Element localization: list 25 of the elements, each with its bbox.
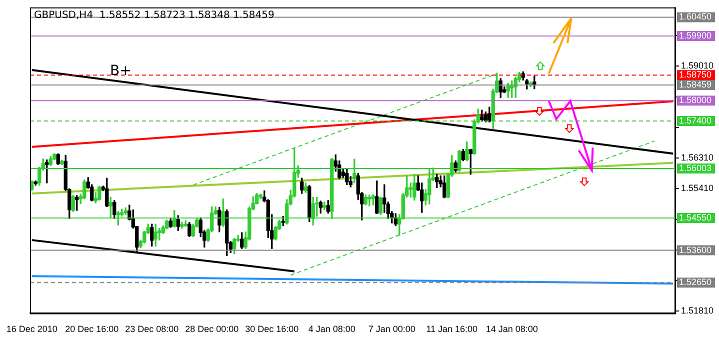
ref-line-label: 1.57400 xyxy=(679,115,712,126)
chart-title: GBPUSD,H4 1.58552 1.58723 1.58348 1.58459 xyxy=(34,10,274,21)
ref-line-label: 1.53600 xyxy=(679,244,712,255)
x-tick-label: 20 Dec 16:00 xyxy=(65,324,119,334)
ref-line-label: 1.58750 xyxy=(679,70,712,80)
ref-line-label: 1.58000 xyxy=(679,95,712,106)
x-tick-label: 28 Dec 00:00 xyxy=(185,324,239,334)
ref-line-label: 1.60450 xyxy=(679,12,712,22)
ref-line-label: 1.54550 xyxy=(679,212,712,222)
x-tick-label: 16 Dec 2010 xyxy=(6,324,58,334)
x-tick-label: 30 Dec 16:00 xyxy=(245,324,299,334)
x-tick-label: 4 Jan 08:00 xyxy=(308,324,356,334)
x-tick-label: 11 Jan 16:00 xyxy=(426,324,478,334)
annotation: B+ xyxy=(110,63,132,80)
x-tick-label: 14 Jan 08:00 xyxy=(486,324,538,334)
ref-line-label: 1.59900 xyxy=(679,30,712,40)
ref-line-label: 1.58459 xyxy=(679,79,712,90)
y-tick-label: 1.55410 xyxy=(681,183,714,194)
x-tick-label: 23 Dec 08:00 xyxy=(125,324,179,334)
y-tick-label: 1.56310 xyxy=(681,152,714,163)
x-tick-label: 7 Jan 00:00 xyxy=(368,324,416,334)
y-tick-label: 1.59010 xyxy=(681,60,714,71)
y-tick-label: 1.51810 xyxy=(681,306,714,316)
ref-line-label: 1.56003 xyxy=(679,163,712,174)
ref-line-label: 1.52650 xyxy=(679,277,712,288)
